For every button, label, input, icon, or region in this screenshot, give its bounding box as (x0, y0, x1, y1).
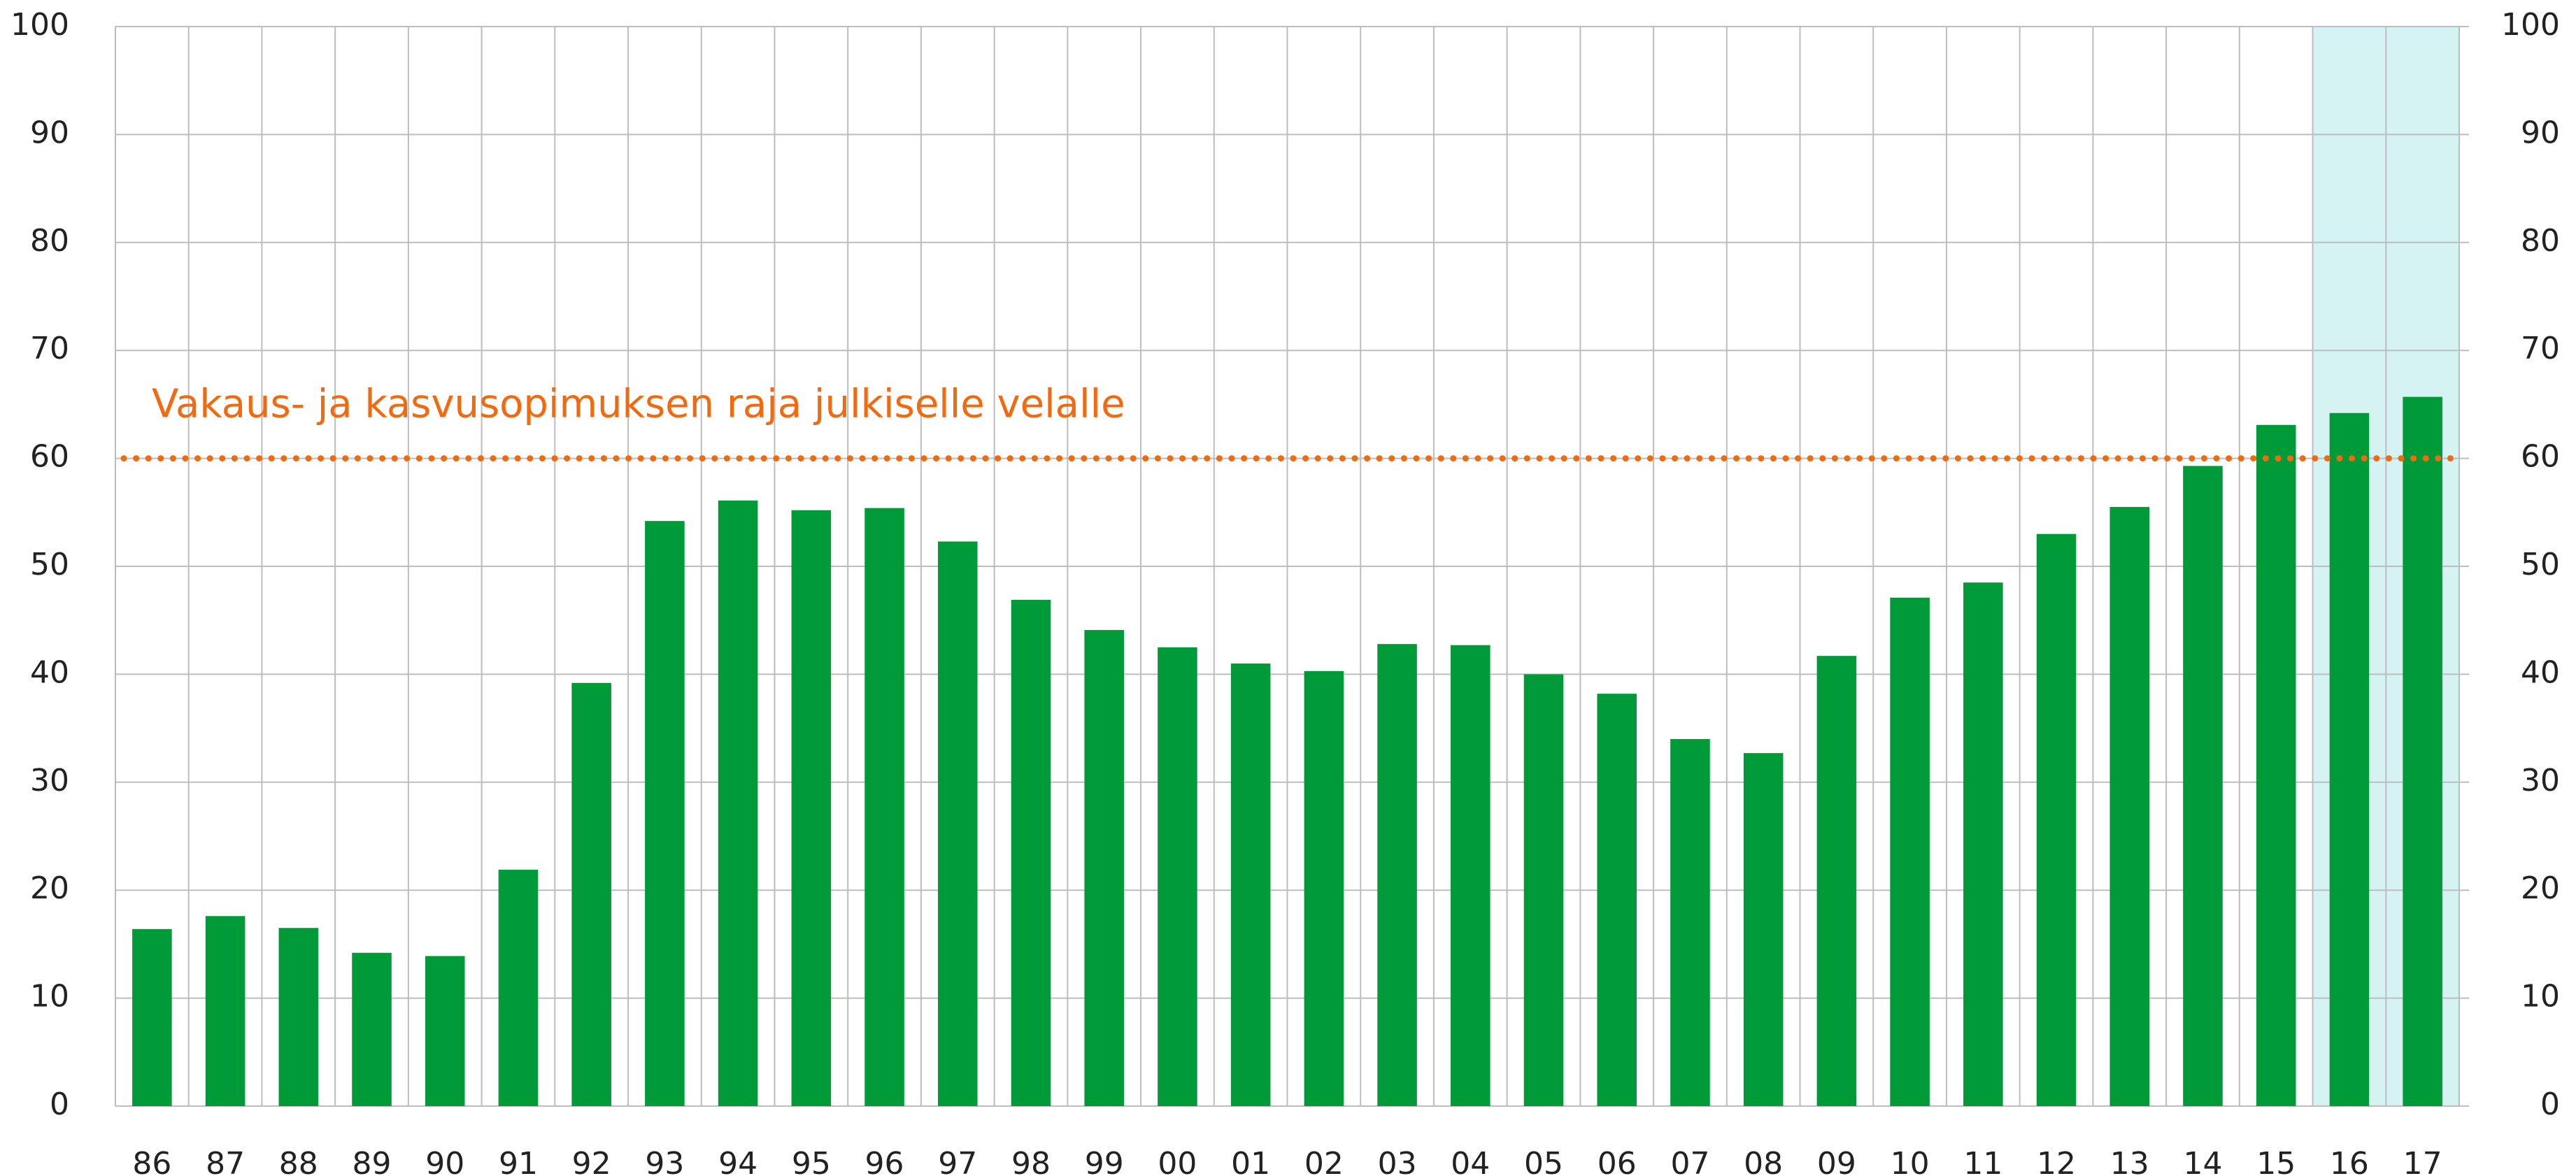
y2-tick-label: 30 (2521, 763, 2560, 798)
y2-tick-label: 70 (2521, 331, 2560, 366)
y2-tick-label: 0 (2540, 1087, 2560, 1122)
y-tick-label: 0 (50, 1087, 69, 1122)
y-tick-label: 20 (30, 870, 69, 906)
x-tick-label: 92 (572, 1146, 611, 1176)
x-tick-label: 12 (2037, 1146, 2076, 1176)
bar (2036, 533, 2077, 1106)
x-tick-label: 87 (206, 1146, 245, 1176)
x-tick-label: 86 (132, 1146, 171, 1176)
y-tick-label: 60 (30, 439, 69, 475)
bar (791, 510, 832, 1106)
y-tick-label: 40 (30, 654, 69, 690)
y-tick-label: 80 (30, 223, 69, 259)
x-tick-label: 09 (1817, 1146, 1856, 1176)
bar (1230, 663, 1271, 1106)
y2-tick-label: 100 (2501, 7, 2560, 43)
x-tick-label: 17 (2403, 1146, 2442, 1176)
x-tick-label: 98 (1011, 1146, 1051, 1176)
bar (1011, 599, 1051, 1106)
x-tick-label: 04 (1451, 1146, 1490, 1176)
bar (2109, 507, 2150, 1106)
bar (1523, 674, 1564, 1106)
y-tick-label: 90 (30, 115, 69, 150)
x-tick-label: 93 (645, 1146, 684, 1176)
x-tick-label: 99 (1085, 1146, 1124, 1176)
y-tick-label: 70 (30, 331, 69, 366)
bar (205, 916, 245, 1106)
bar (2256, 424, 2296, 1106)
x-tick-label: 14 (2183, 1146, 2222, 1176)
bar (718, 500, 758, 1106)
y-tick-label: 30 (30, 763, 69, 798)
bar (1377, 644, 1417, 1106)
y-tick-label: 100 (10, 7, 69, 43)
bar (864, 508, 904, 1106)
x-tick-label: 91 (499, 1146, 538, 1176)
x-tick-label: 15 (2256, 1146, 2296, 1176)
y-tick-label: 50 (30, 547, 69, 582)
x-tick-label: 88 (279, 1146, 318, 1176)
x-tick-label: 06 (1597, 1146, 1637, 1176)
x-tick-label: 95 (792, 1146, 831, 1176)
x-tick-label: 11 (1963, 1146, 2002, 1176)
y2-tick-label: 80 (2521, 223, 2560, 259)
bar (2183, 466, 2223, 1106)
bar (1084, 630, 1124, 1106)
bar (425, 956, 465, 1106)
bar (1304, 671, 1344, 1106)
bar (571, 682, 611, 1106)
x-tick-label: 90 (425, 1146, 464, 1176)
bar (132, 928, 172, 1106)
y-tick-label: 10 (30, 979, 69, 1014)
x-tick-label: 16 (2330, 1146, 2369, 1176)
reference-label: Vakaus- ja kasvusopimuksen raja julkisel… (152, 382, 1125, 427)
bar (1963, 582, 2003, 1106)
x-tick-label: 94 (718, 1146, 757, 1176)
bar (645, 521, 685, 1106)
y2-tick-label: 10 (2521, 979, 2560, 1014)
x-tick-label: 00 (1158, 1146, 1197, 1176)
bar (1597, 694, 1637, 1106)
x-tick-label: 03 (1378, 1146, 1417, 1176)
bar (1158, 647, 1197, 1106)
bar (1890, 597, 1930, 1106)
x-tick-label: 05 (1524, 1146, 1563, 1176)
y2-tick-label: 40 (2521, 654, 2560, 690)
x-tick-label: 89 (353, 1146, 392, 1176)
x-tick-label: 02 (1304, 1146, 1344, 1176)
x-tick-label: 07 (1670, 1146, 1709, 1176)
x-tick-label: 10 (1891, 1146, 1930, 1176)
bar (2329, 413, 2370, 1106)
bar (2403, 396, 2442, 1106)
x-tick-label: 08 (1744, 1146, 1783, 1176)
bar (1451, 645, 1490, 1106)
y2-tick-label: 60 (2521, 439, 2560, 475)
y2-tick-label: 50 (2521, 547, 2560, 582)
x-tick-label: 13 (2110, 1146, 2149, 1176)
x-tick-label: 96 (865, 1146, 904, 1176)
bar (1816, 656, 1857, 1106)
bar (278, 928, 319, 1106)
bar (937, 541, 978, 1106)
x-tick-label: 01 (1231, 1146, 1270, 1176)
y2-tick-label: 20 (2521, 870, 2560, 906)
y2-tick-label: 90 (2521, 115, 2560, 150)
bar (498, 869, 539, 1106)
bar (1670, 739, 1710, 1106)
bar (1743, 753, 1784, 1106)
x-tick-label: 97 (938, 1146, 977, 1176)
bar (352, 952, 392, 1106)
